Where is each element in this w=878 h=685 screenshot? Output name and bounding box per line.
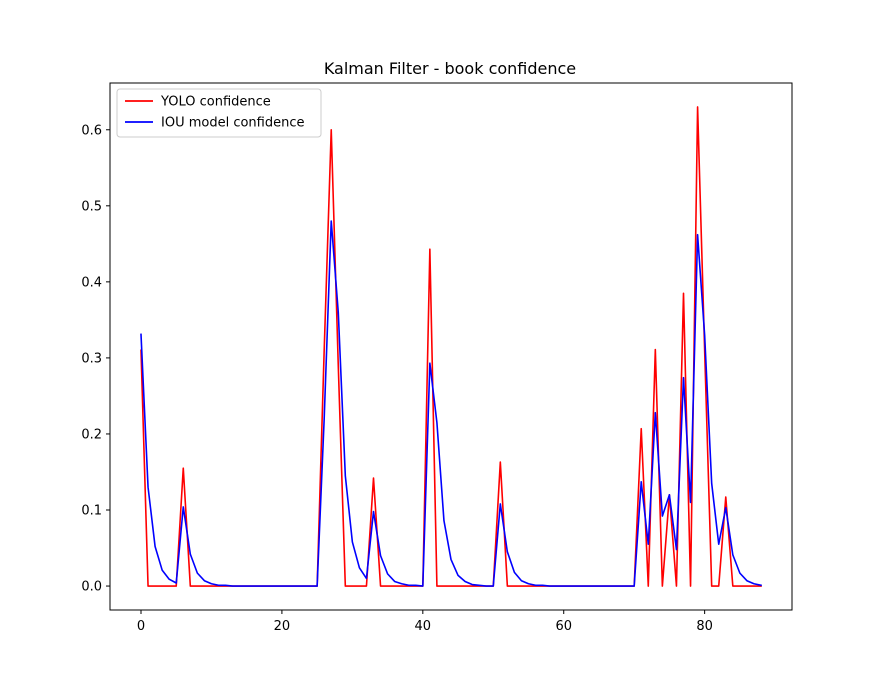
series-line-1 xyxy=(140,220,762,587)
x-tick-label-1: 20 xyxy=(274,619,291,634)
y-tick-label-5: 0.5 xyxy=(81,199,102,214)
y-tick-label-1: 0.1 xyxy=(81,503,102,518)
axes-frame xyxy=(109,82,793,611)
legend-label-1: IOU model confidence xyxy=(161,116,305,131)
y-tick-label-2: 0.2 xyxy=(81,427,102,442)
y-tick-label-0: 0.0 xyxy=(81,580,102,595)
chart-title: Kalman Filter - book confidence xyxy=(324,59,576,78)
x-tick-label-0: 0 xyxy=(137,619,145,634)
legend: YOLO confidence IOU model confidence xyxy=(116,88,322,138)
y-tick-label-3: 0.3 xyxy=(81,351,102,366)
x-tick-label-3: 60 xyxy=(555,619,572,634)
legend-label-0: YOLO confidence xyxy=(160,95,271,110)
x-tick-label-2: 40 xyxy=(415,619,432,634)
y-tick-label-4: 0.4 xyxy=(81,275,102,290)
y-tick-label-6: 0.6 xyxy=(81,123,102,138)
axes-layer: 0 20 40 60 80 0.0 0.1 0.2 0.3 0.4 0.5 0.6 xyxy=(81,82,793,634)
legend-box xyxy=(116,88,322,138)
series-layer xyxy=(140,106,762,587)
x-tick-label-4: 80 xyxy=(696,619,713,634)
